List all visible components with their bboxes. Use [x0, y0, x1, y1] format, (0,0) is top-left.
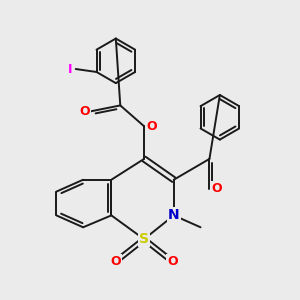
Text: O: O: [110, 255, 121, 268]
Text: S: S: [139, 232, 149, 246]
Text: I: I: [68, 62, 72, 76]
Text: O: O: [79, 105, 90, 118]
Text: O: O: [146, 120, 157, 133]
Text: O: O: [212, 182, 222, 195]
Text: N: N: [168, 208, 180, 222]
Text: O: O: [167, 255, 178, 268]
